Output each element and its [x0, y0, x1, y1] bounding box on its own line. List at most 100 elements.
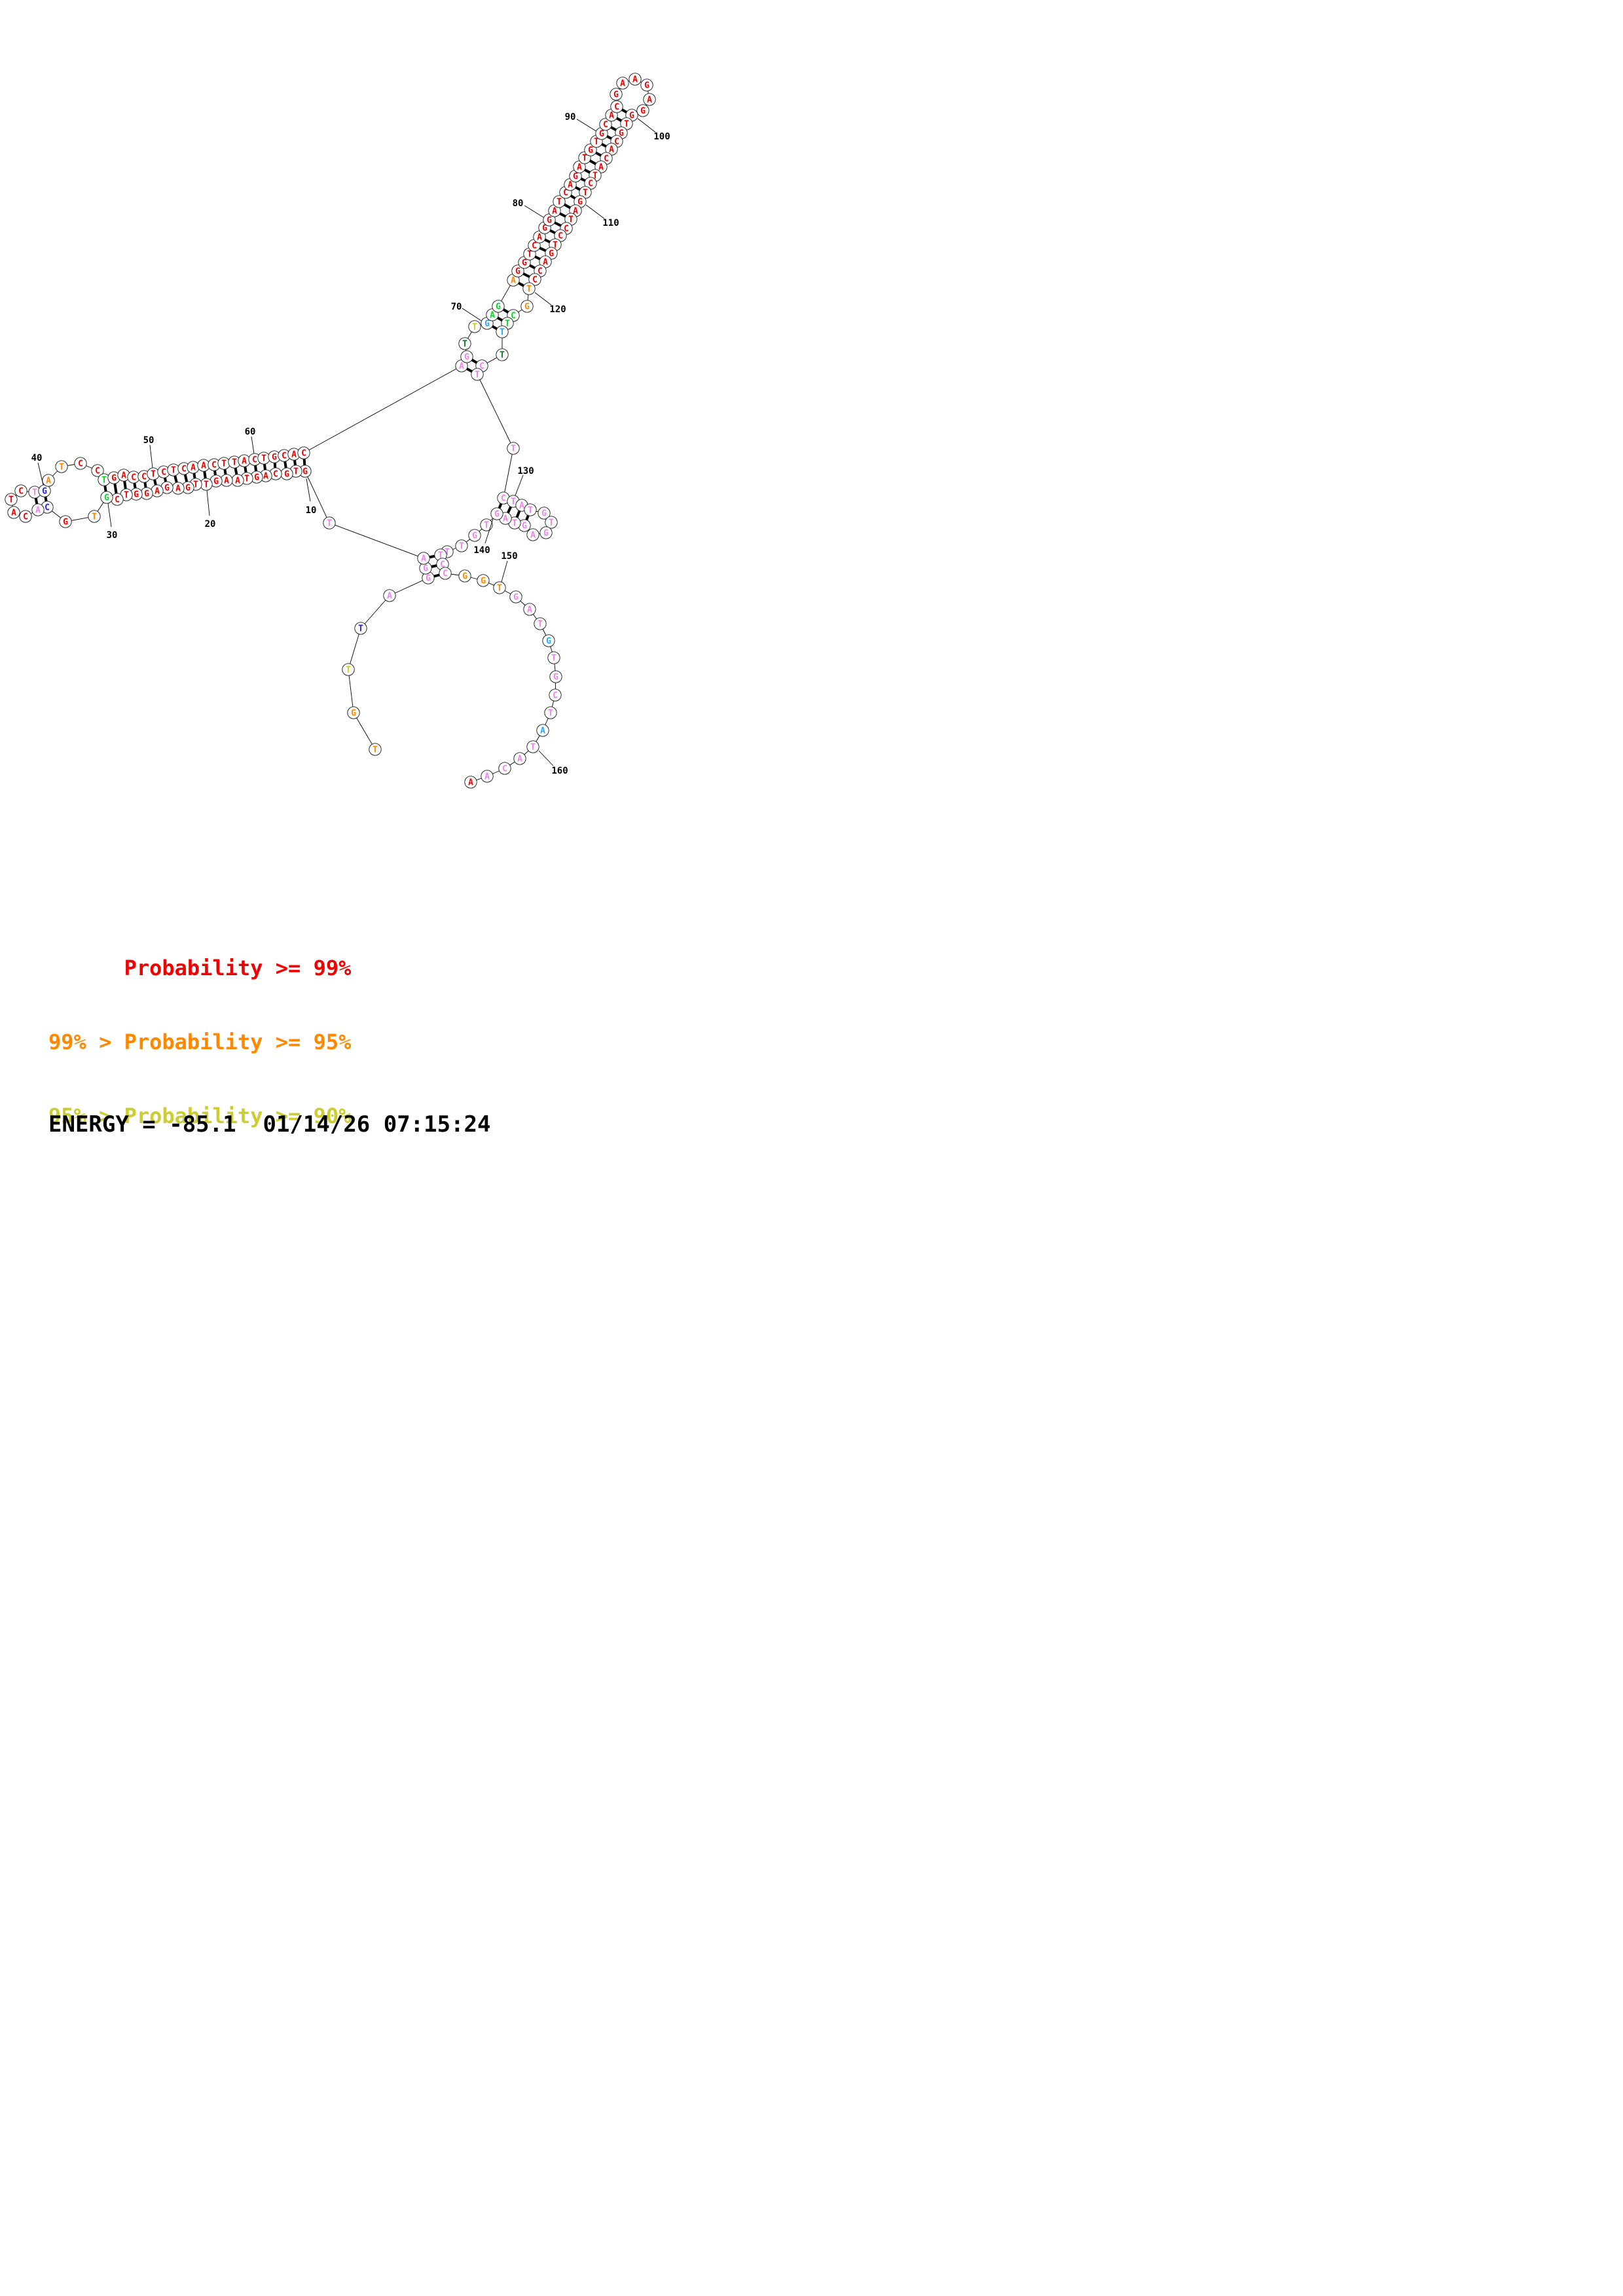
- nucleotide-96: A: [629, 73, 642, 86]
- nucleotide-letter: C: [181, 465, 187, 475]
- nucleotide-letter: A: [540, 726, 545, 736]
- position-label-160: 160: [551, 766, 568, 776]
- nucleotide-42: T: [55, 460, 68, 473]
- nucleotide-letter: G: [541, 509, 547, 519]
- nucleotide-letter: G: [104, 493, 109, 503]
- nucleotide-letter: G: [546, 637, 551, 647]
- nucleotide-letter: G: [588, 146, 593, 156]
- nucleotide-letter: G: [164, 484, 170, 493]
- nucleotide-circle: [509, 590, 522, 603]
- position-label-line: [524, 205, 544, 218]
- nucleotide-136: A: [526, 528, 539, 541]
- nucleotide-letter: A: [459, 362, 464, 372]
- nucleotide-circle: [513, 752, 526, 765]
- nucleotide-letter: T: [438, 551, 443, 561]
- nucleotide-letter: A: [484, 772, 490, 782]
- nucleotide-119: C: [528, 273, 541, 286]
- nucleotide-162: C: [498, 762, 511, 775]
- nucleotide-151: G: [509, 590, 522, 603]
- backbone-segment: [303, 365, 462, 454]
- position-label-70: 70: [451, 302, 462, 312]
- energy-timestamp: ENERGY = -85.1 01/14/26 07:15:24: [48, 1111, 491, 1138]
- nucleotide-74: G: [511, 264, 524, 278]
- backbone-segment: [503, 448, 514, 499]
- nucleotide-153: T: [534, 617, 547, 630]
- nucleotide-letter: A: [387, 592, 392, 601]
- nucleotide-circle: [297, 446, 310, 459]
- nucleotide-letter: C: [538, 267, 543, 277]
- nucleotide-letter: A: [537, 233, 542, 243]
- nucleotide-circle: [528, 273, 541, 286]
- nucleotide-letter: A: [235, 476, 240, 486]
- nucleotide-29: C: [111, 493, 124, 506]
- nucleotide-letter: C: [45, 503, 50, 513]
- position-label-line: [484, 518, 494, 544]
- nucleotide-letter: T: [59, 463, 64, 473]
- nucleotide-letter: T: [475, 370, 480, 380]
- nucleotide-letter: A: [647, 96, 652, 105]
- nucleotide-133: G: [538, 507, 551, 520]
- nucleotide-157: C: [549, 689, 562, 702]
- position-label-150: 150: [501, 551, 517, 562]
- nucleotide-65: C: [297, 446, 310, 459]
- nucleotide-letter: G: [553, 673, 558, 683]
- nucleotide-43: C: [74, 457, 87, 470]
- nucleotide-letter: G: [522, 522, 527, 531]
- nucleotide-letter: G: [522, 259, 527, 268]
- legend-row-99: Probability >= 99%: [48, 956, 352, 981]
- nucleotide-147: C: [439, 567, 452, 580]
- nucleotide-letter: T: [124, 491, 129, 501]
- nucleotide-letter: A: [191, 463, 196, 473]
- nucleotide-156: G: [549, 670, 562, 683]
- nucleotide-circle: [643, 93, 656, 106]
- nucleotide-letter: T: [193, 480, 198, 490]
- nucleotide-letter: G: [144, 490, 149, 499]
- nucleotide-letter: G: [613, 90, 619, 100]
- nucleotide-letter: C: [603, 120, 608, 130]
- position-label-40: 40: [31, 453, 43, 463]
- nucleotide-circle: [383, 589, 396, 602]
- nucleotide-letter: T: [327, 519, 332, 529]
- nucleotide-25: A: [151, 484, 164, 497]
- nucleotide-circle: [526, 740, 539, 753]
- nucleotide-letter: T: [548, 709, 553, 719]
- nucleotide-letter: T: [459, 542, 464, 552]
- nucleotide-letter: C: [440, 560, 445, 570]
- nucleotide-letter: C: [563, 188, 568, 198]
- nucleotide-letter: T: [232, 458, 237, 468]
- nucleotide-letter: A: [175, 484, 181, 494]
- nucleotide-letter: T: [568, 215, 574, 225]
- position-label-20: 20: [205, 519, 216, 529]
- nucleotide-letter: C: [532, 276, 538, 285]
- nucleotide-letter: A: [421, 554, 426, 564]
- nucleotide-letter: T: [101, 476, 107, 486]
- nucleotide-circle: [74, 457, 87, 470]
- nucleotide-letter: G: [472, 531, 477, 541]
- nucleotide-circle: [524, 503, 537, 516]
- nucleotide-circle: [520, 300, 534, 313]
- nucleotide-letter: A: [620, 79, 625, 89]
- position-label-80: 80: [513, 198, 524, 209]
- nucleotide-circle: [464, 776, 477, 789]
- nucleotide-letter: T: [551, 654, 556, 664]
- nucleotide-143: T: [455, 539, 468, 552]
- nucleotide-letter: C: [95, 467, 100, 476]
- nucleotide-letter: G: [464, 353, 469, 363]
- nucleotide-circle: [14, 484, 27, 497]
- nucleotide-letter: C: [23, 512, 28, 522]
- nucleotide-letter: G: [644, 81, 649, 91]
- nucleotide-letter: A: [201, 461, 206, 471]
- nucleotide-148: G: [458, 569, 471, 583]
- nucleotide-52: T: [167, 463, 180, 476]
- nucleotide-circle: [439, 567, 452, 580]
- nucleotide-circle: [526, 528, 539, 541]
- nucleotide-circle: [477, 574, 490, 587]
- nucleotide-circle: [522, 282, 536, 295]
- backbone-segment: [329, 522, 424, 559]
- nucleotide-142: G: [468, 529, 481, 542]
- nucleotide-circle: [636, 104, 649, 117]
- nucleotide-97: G: [640, 79, 653, 92]
- nucleotide-5: A: [383, 589, 396, 602]
- probability-legend: Probability >= 99% 99% > Probability >= …: [48, 907, 351, 1148]
- nucleotide-circle: [549, 670, 562, 683]
